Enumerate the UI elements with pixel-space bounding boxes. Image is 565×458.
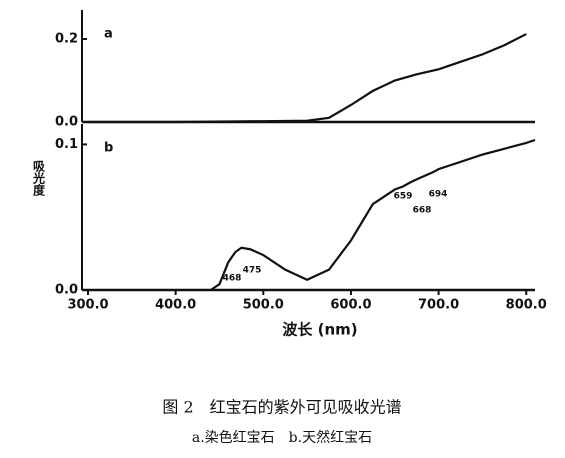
caption-subtitle: a.染色红宝石 b.天然红宝石: [192, 429, 372, 446]
line-series: [210, 138, 536, 291]
line-series: [88, 33, 527, 124]
y-axis-label: 吸光度: [32, 160, 46, 197]
x-tick-label: 800.0: [506, 298, 547, 313]
x-tick-label: 700.0: [418, 298, 459, 313]
annotation: 694: [429, 190, 448, 200]
x-tick-label: 600.0: [330, 298, 371, 313]
y-tick-label: 0.0: [55, 283, 78, 298]
x-tick-label: 400.0: [155, 298, 196, 313]
y-tick-label: 0.2: [55, 32, 78, 47]
x-tick-label: 500.0: [243, 298, 284, 313]
annotation: 668: [413, 206, 432, 216]
y-tick-label: 0.1: [55, 137, 78, 152]
annotation: 475: [243, 266, 262, 276]
panel-label: b: [104, 141, 113, 156]
annotation: 468: [223, 274, 242, 284]
y-tick-label: 0.0: [55, 115, 78, 130]
annotation: 659: [394, 192, 413, 202]
x-axis-label: 波长 (nm): [282, 321, 357, 339]
panel-label: a: [104, 27, 113, 42]
caption-title: 图 2 红宝石的紫外可见吸收光谱: [162, 398, 401, 417]
x-tick-label: 300.0: [67, 298, 108, 313]
